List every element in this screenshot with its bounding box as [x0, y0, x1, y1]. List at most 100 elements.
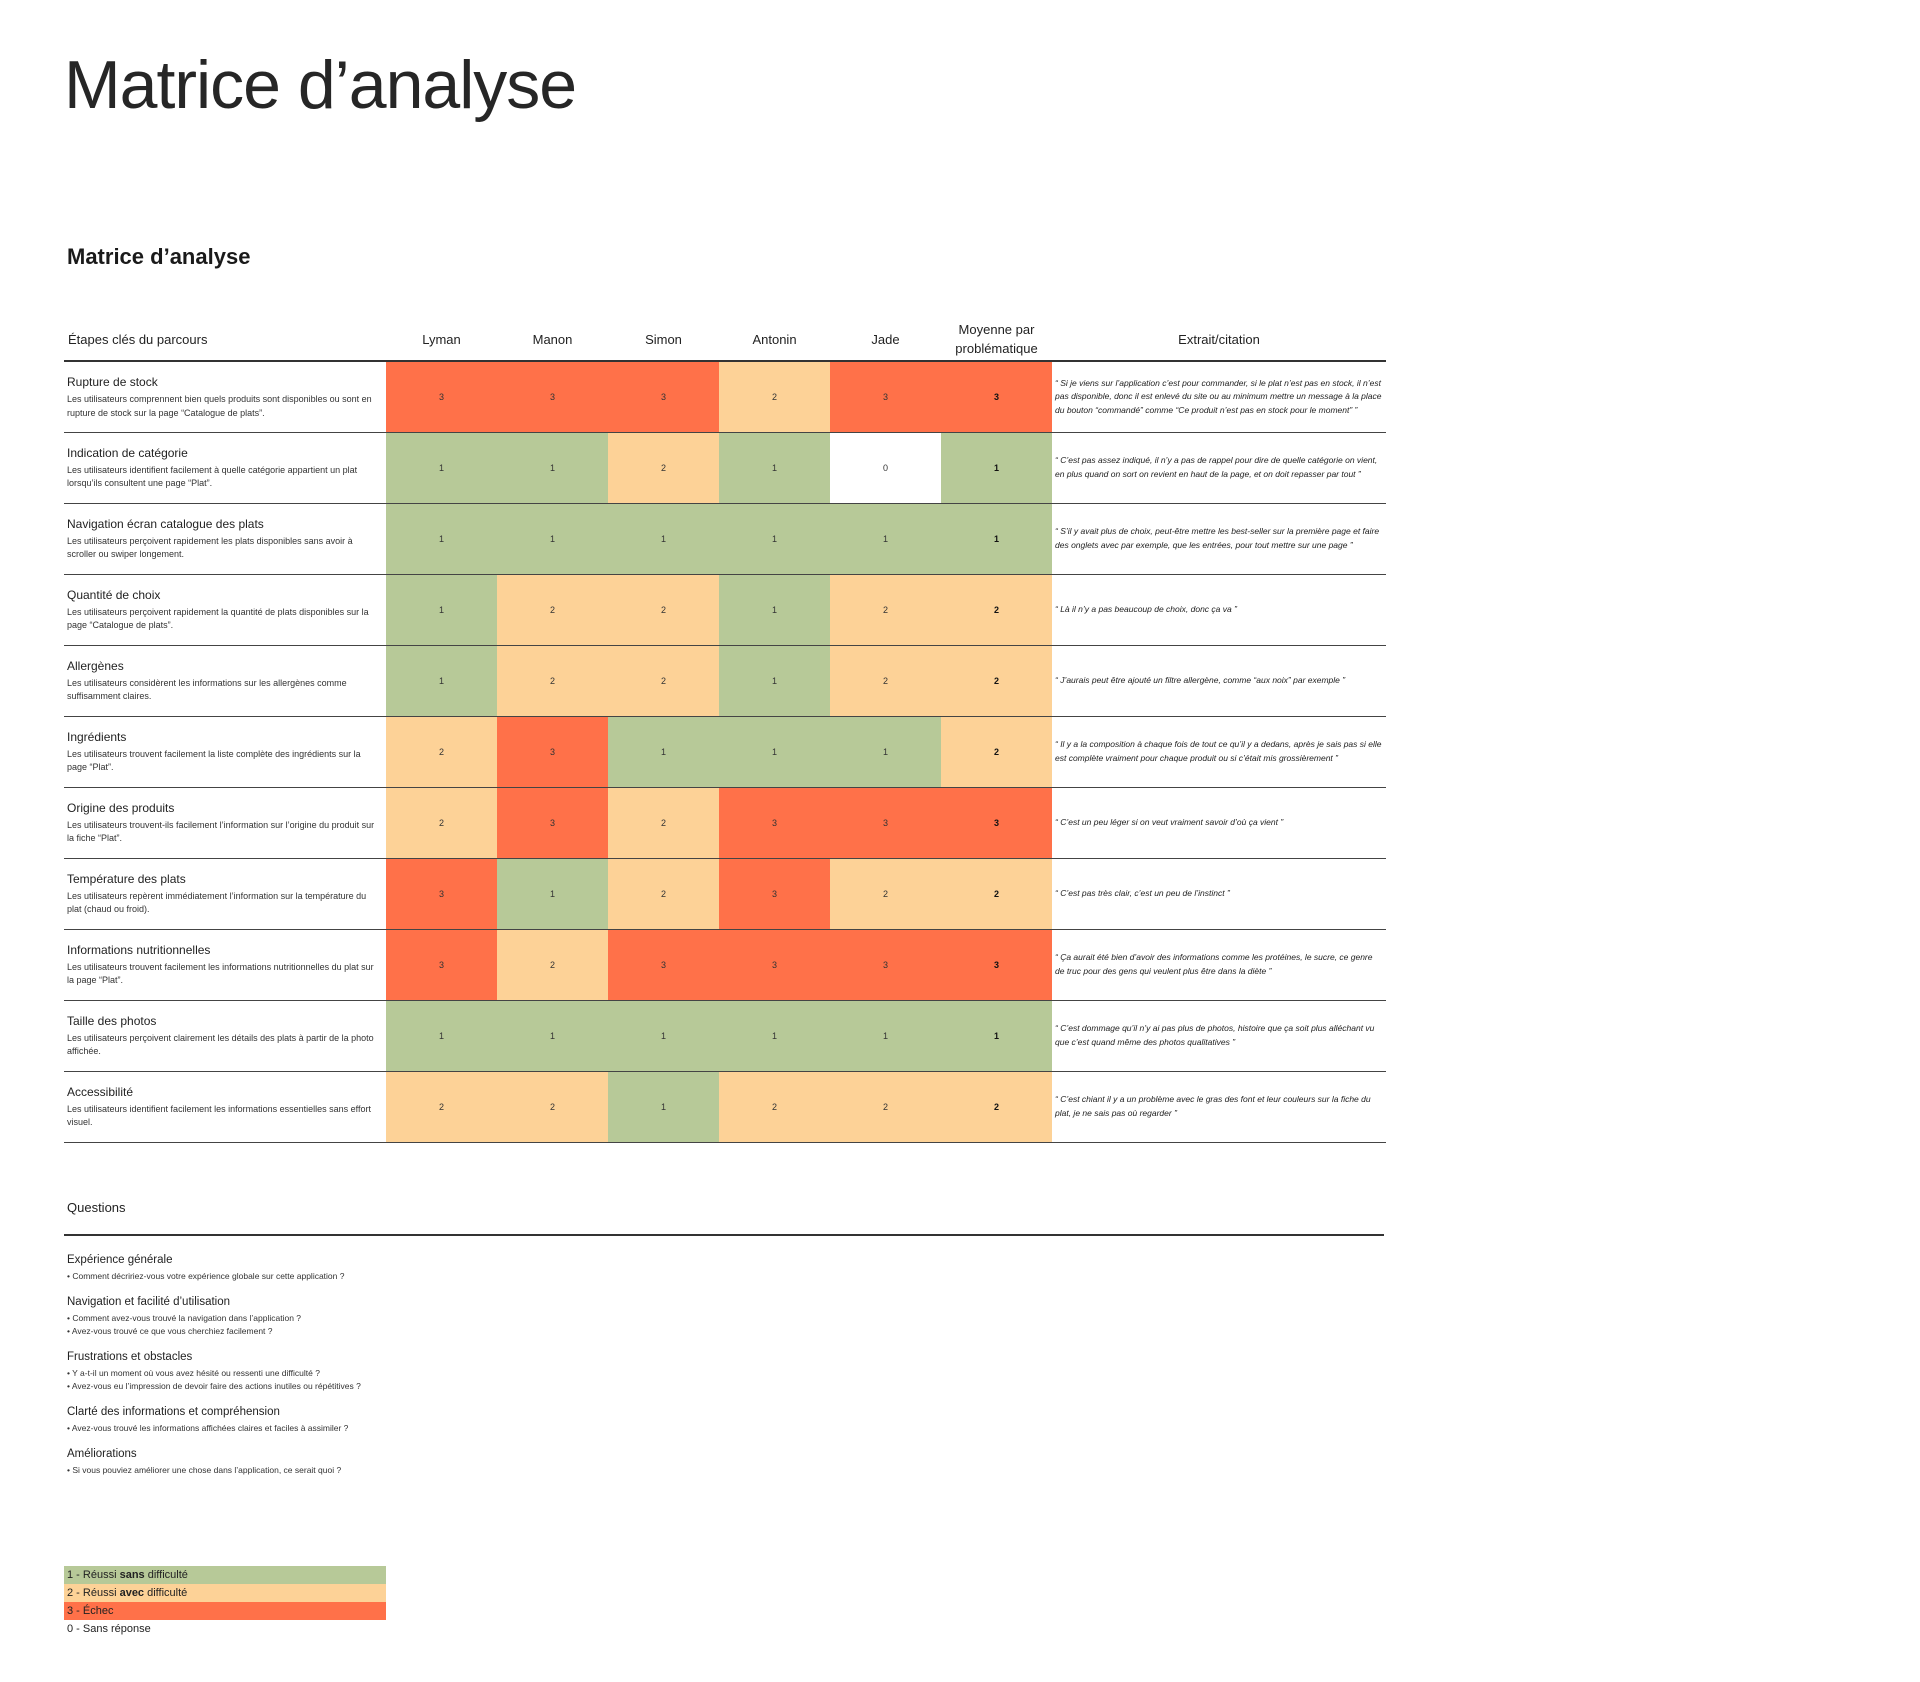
score-cell: 3: [497, 716, 608, 788]
question-group: Frustrations et obstacles • Y a-t-il un m…: [67, 1349, 397, 1393]
score-cell: 3: [386, 361, 497, 433]
step-title: Indication de catégorie: [67, 445, 188, 460]
score-cell: 1: [497, 503, 608, 575]
score-cell: 2: [608, 858, 719, 930]
step-title: Navigation écran catalogue des plats: [67, 516, 264, 531]
question-item: • Avez-vous trouvé les informations affi…: [67, 1423, 349, 1433]
score-cell: 1: [719, 432, 830, 504]
questions-list: Expérience générale • Comment décririez-v…: [67, 1252, 397, 1488]
matrix-row: Température des plats Les utilisateurs re…: [64, 858, 1386, 930]
average-cell: 1: [941, 1000, 1052, 1072]
question-item: • Avez-vous trouvé ce que vous cherchiez…: [67, 1326, 273, 1336]
score-cell: 1: [497, 1000, 608, 1072]
score-cell: 2: [830, 1071, 941, 1143]
step-title: Origine des produits: [67, 800, 175, 815]
quote-cell: “ Là il n’y a pas beaucoup de choix, don…: [1052, 574, 1386, 646]
step-title: Taille des photos: [67, 1013, 157, 1028]
header-participant: Lyman: [386, 318, 497, 362]
header-participant: Simon: [608, 318, 719, 362]
step-title: Température des plats: [67, 871, 186, 886]
matrix-row: Quantité de choix Les utilisateurs perçoi…: [64, 574, 1386, 646]
legend-item: 1 - Réussi sans difficulté: [64, 1566, 386, 1584]
score-cell: 2: [608, 645, 719, 717]
score-cell: 1: [719, 574, 830, 646]
step-description: Les utilisateurs considèrent les informa…: [67, 677, 347, 702]
score-cell: 1: [386, 574, 497, 646]
average-cell: 2: [941, 645, 1052, 717]
step-title: Informations nutritionnelles: [67, 942, 211, 957]
step-description: Les utilisateurs identifient facilement …: [67, 464, 358, 489]
legend-label: 1 - Réussi: [67, 1569, 120, 1581]
question-group: Navigation et facilité d’utilisation • Co…: [67, 1294, 397, 1338]
question-item: • Avez-vous eu l’impression de devoir fa…: [67, 1381, 361, 1391]
header-step: Étapes clés du parcours: [64, 318, 386, 362]
matrix-row: Allergènes Les utilisateurs considèrent l…: [64, 645, 1386, 717]
score-cell: 3: [830, 361, 941, 433]
score-cell: 3: [608, 361, 719, 433]
question-group-title: Navigation et facilité d’utilisation: [67, 1296, 231, 1308]
score-cell: 2: [719, 361, 830, 433]
score-cell: 1: [386, 503, 497, 575]
average-cell: 3: [941, 361, 1052, 433]
score-cell: 2: [830, 858, 941, 930]
question-group-title: Expérience générale: [67, 1254, 173, 1266]
legend-label: 2 - Réussi: [67, 1587, 120, 1599]
quote-cell: “ S’il y avait plus de choix, peut-être …: [1052, 503, 1386, 575]
score-cell: 1: [608, 1071, 719, 1143]
matrix-row: Taille des photos Les utilisateurs perçoi…: [64, 1000, 1386, 1072]
score-cell: 3: [719, 929, 830, 1001]
score-cell: 2: [608, 574, 719, 646]
score-cell: 1: [830, 716, 941, 788]
score-cell: 2: [386, 787, 497, 859]
header-participant: Manon: [497, 318, 608, 362]
average-cell: 3: [941, 929, 1052, 1001]
score-cell: 1: [386, 432, 497, 504]
score-cell: 3: [386, 858, 497, 930]
step-title: Allergènes: [67, 658, 124, 673]
matrix-row: Rupture de stock Les utilisateurs compren…: [64, 361, 1386, 433]
step-cell: Quantité de choix Les utilisateurs perçoi…: [64, 574, 386, 646]
score-cell: 3: [497, 787, 608, 859]
header-quote: Extrait/citation: [1052, 318, 1386, 362]
score-cell: 2: [497, 929, 608, 1001]
step-cell: Température des plats Les utilisateurs re…: [64, 858, 386, 930]
matrix-row: Informations nutritionnelles Les utilisat…: [64, 929, 1386, 1001]
average-cell: 2: [941, 574, 1052, 646]
header-participant: Jade: [830, 318, 941, 362]
score-cell: 2: [386, 1071, 497, 1143]
quote-cell: “ Si je viens sur l’application c’est po…: [1052, 361, 1386, 433]
question-item: • Si vous pouviez améliorer une chose da…: [67, 1465, 342, 1475]
step-description: Les utilisateurs perçoivent clairement l…: [67, 1032, 374, 1057]
average-cell: 2: [941, 1071, 1052, 1143]
score-cell: 3: [497, 361, 608, 433]
score-cell: 1: [719, 1000, 830, 1072]
question-item: • Comment avez-vous trouvé la navigation…: [67, 1313, 302, 1323]
score-cell: 1: [608, 503, 719, 575]
question-group-title: Améliorations: [67, 1448, 137, 1460]
matrix-row: Navigation écran catalogue des plats Les …: [64, 503, 1386, 575]
question-group: Expérience générale • Comment décririez-v…: [67, 1252, 397, 1283]
average-cell: 2: [941, 858, 1052, 930]
average-cell: 1: [941, 503, 1052, 575]
score-cell: 1: [719, 716, 830, 788]
quote-cell: “ C’est chiant il y a un problème avec l…: [1052, 1071, 1386, 1143]
score-cell: 1: [830, 503, 941, 575]
score-cell: 1: [497, 858, 608, 930]
score-cell: 1: [608, 716, 719, 788]
question-group: Améliorations • Si vous pouviez améliorer…: [67, 1446, 397, 1477]
legend-emphasis: sans: [119, 1569, 145, 1581]
step-description: Les utilisateurs comprennent bien quels …: [67, 394, 372, 418]
legend-item: 3 - Échec: [64, 1602, 386, 1620]
step-description: Les utilisateurs perçoivent rapidement l…: [67, 606, 369, 631]
analysis-matrix: Étapes clés du parcours Lyman Manon Simo…: [64, 318, 1386, 1143]
quote-cell: “ Il y a la composition à chaque fois de…: [1052, 716, 1386, 788]
score-cell: 2: [497, 574, 608, 646]
question-item: • Y a-t-il un moment où vous avez hésité…: [67, 1368, 320, 1378]
step-title: Accessibilité: [67, 1084, 134, 1099]
step-title: Rupture de stock: [67, 375, 158, 389]
quote-cell: “ Ça aurait été bien d’avoir des informa…: [1052, 929, 1386, 1001]
legend-label: 3 - Échec: [67, 1605, 114, 1617]
score-cell: 3: [386, 929, 497, 1001]
matrix-row: Accessibilité Les utilisateurs identifien…: [64, 1071, 1386, 1143]
question-group-title: Clarté des informations et compréhension: [67, 1406, 280, 1418]
